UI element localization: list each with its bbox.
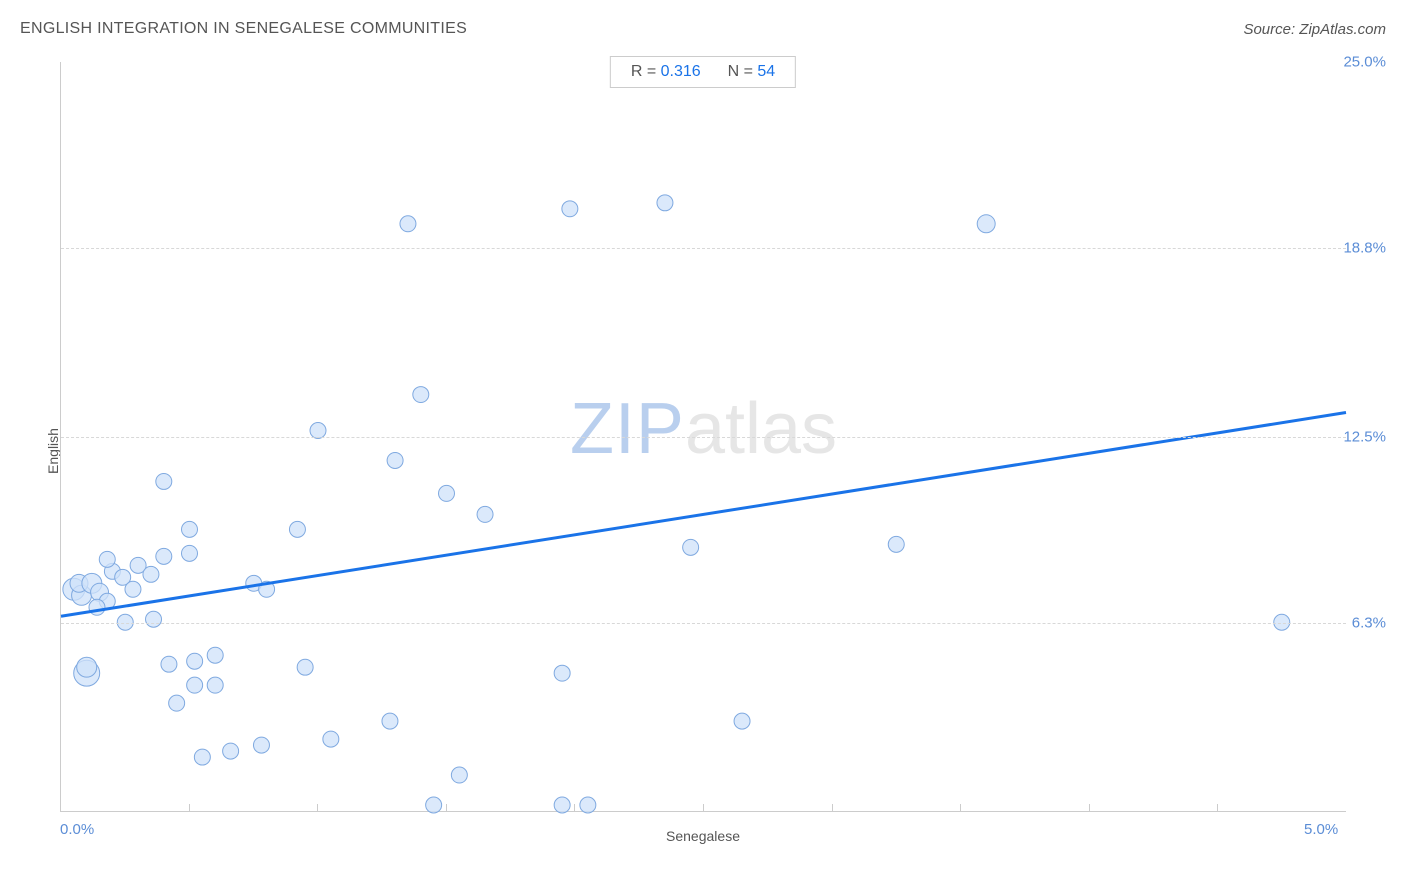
- scatter-point: [888, 536, 904, 552]
- x-tick: [446, 804, 447, 812]
- scatter-point: [161, 656, 177, 672]
- scatter-point: [207, 647, 223, 663]
- y-tick-label: 25.0%: [1343, 54, 1386, 71]
- scatter-point: [451, 767, 467, 783]
- y-tick-label: 12.5%: [1343, 429, 1386, 446]
- plot-area: ZIPatlas: [60, 62, 1346, 812]
- chart-container: R = 0.316 N = 54 English Senegalese ZIPa…: [20, 46, 1386, 856]
- scatter-point: [187, 653, 203, 669]
- scatter-point: [223, 743, 239, 759]
- scatter-point: [734, 713, 750, 729]
- scatter-point: [289, 521, 305, 537]
- scatter-point: [77, 657, 97, 677]
- scatter-point: [439, 485, 455, 501]
- scatter-point: [323, 731, 339, 747]
- scatter-point: [400, 216, 416, 232]
- scatter-point: [562, 201, 578, 217]
- y-axis-label: English: [45, 428, 61, 474]
- scatter-point: [169, 695, 185, 711]
- trend-line: [61, 413, 1346, 617]
- scatter-point: [387, 452, 403, 468]
- stat-r-label: R =: [631, 63, 656, 80]
- scatter-point: [426, 797, 442, 813]
- y-tick-label: 6.3%: [1352, 615, 1386, 632]
- scatter-point: [253, 737, 269, 753]
- scatter-point: [156, 473, 172, 489]
- scatter-point: [977, 215, 995, 233]
- scatter-point: [182, 545, 198, 561]
- scatter-point: [657, 195, 673, 211]
- scatter-point: [297, 659, 313, 675]
- scatter-point: [413, 387, 429, 403]
- y-tick-label: 18.8%: [1343, 240, 1386, 257]
- x-tick: [832, 804, 833, 812]
- scatter-point: [554, 665, 570, 681]
- scatter-point: [207, 677, 223, 693]
- stat-n-label: N =: [728, 63, 753, 80]
- x-tick: [703, 804, 704, 812]
- gridline: [61, 437, 1346, 438]
- x-axis-label: Senegalese: [666, 828, 740, 844]
- scatter-point: [683, 539, 699, 555]
- scatter-point: [143, 566, 159, 582]
- x-tick-label: 0.0%: [60, 821, 94, 838]
- scatter-point: [382, 713, 398, 729]
- scatter-point: [146, 611, 162, 627]
- scatter-point: [182, 521, 198, 537]
- scatter-point: [580, 797, 596, 813]
- scatter-point: [554, 797, 570, 813]
- x-tick-label: 5.0%: [1304, 821, 1338, 838]
- stats-box: R = 0.316 N = 54: [610, 56, 796, 88]
- stat-n-value: 54: [757, 63, 775, 80]
- x-tick: [1217, 804, 1218, 812]
- gridline: [61, 248, 1346, 249]
- scatter-point: [187, 677, 203, 693]
- stat-r-value: 0.316: [661, 63, 701, 80]
- scatter-point: [99, 551, 115, 567]
- chart-header: ENGLISH INTEGRATION IN SENEGALESE COMMUN…: [20, 20, 1386, 38]
- gridline: [61, 623, 1346, 624]
- chart-title: ENGLISH INTEGRATION IN SENEGALESE COMMUN…: [20, 20, 467, 38]
- scatter-point: [125, 581, 141, 597]
- scatter-point: [477, 506, 493, 522]
- x-tick: [1089, 804, 1090, 812]
- x-tick: [189, 804, 190, 812]
- x-tick: [960, 804, 961, 812]
- x-tick: [317, 804, 318, 812]
- x-tick: [574, 804, 575, 812]
- chart-source: Source: ZipAtlas.com: [1243, 21, 1386, 38]
- scatter-point: [194, 749, 210, 765]
- scatter-point: [156, 548, 172, 564]
